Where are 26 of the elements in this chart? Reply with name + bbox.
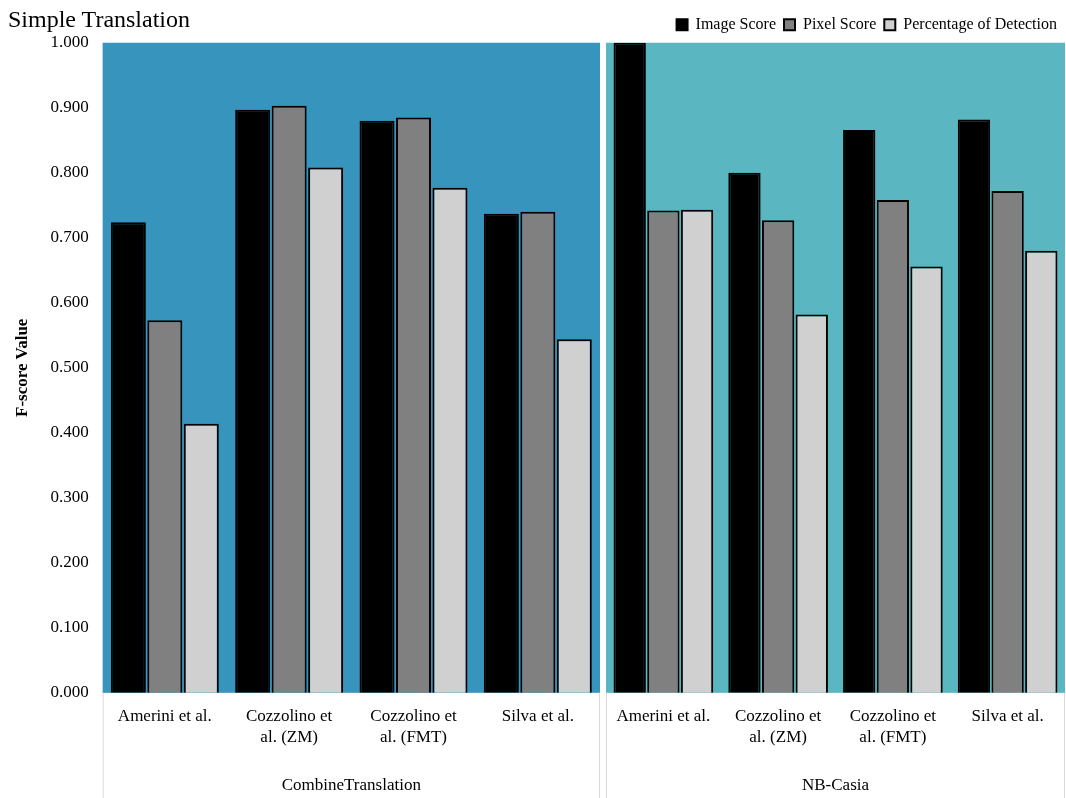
y-tick-label: 0.200: [50, 552, 89, 572]
y-tick-label: 0.600: [50, 292, 89, 312]
x-axis-title: NB-Casia: [801, 775, 870, 795]
x-tick-label: Cozzolino et al. (ZM): [734, 706, 822, 746]
y-tick-label: 0.000: [50, 682, 89, 702]
x-tick-label: Cozzolino et al. (FMT): [849, 706, 937, 746]
legend-label: Percentage of Detection: [903, 15, 1057, 33]
legend-label: Image Score: [695, 15, 776, 33]
x-tick-label: Amerini et al.: [117, 706, 212, 726]
y-tick-label: 0.300: [50, 487, 89, 507]
x-axis-title: CombineTranslation: [281, 775, 422, 795]
legend-label: Pixel Score: [802, 15, 877, 32]
y-tick-label: 0.100: [50, 617, 89, 637]
x-tick-label: Silva et al.: [501, 706, 574, 726]
x-tick-label: Silva et al.: [971, 706, 1044, 726]
y-tick-label: 0.800: [50, 162, 89, 182]
x-tick-label: Cozzolino et al. (FMT): [370, 706, 457, 746]
x-tick-label: Amerini et al.: [616, 706, 711, 726]
y-tick-label: 0.900: [50, 97, 89, 117]
y-tick-label: 0.400: [50, 422, 89, 442]
y-tick-label: 0.500: [50, 357, 89, 377]
y-tick-label: 1.000: [50, 32, 89, 52]
y-axis-title: F-score Value: [11, 318, 31, 417]
chart-title: Simple Translation: [8, 5, 191, 32]
y-tick-label: 0.700: [50, 227, 89, 247]
x-tick-label: Cozzolino et al. (ZM): [245, 706, 333, 746]
